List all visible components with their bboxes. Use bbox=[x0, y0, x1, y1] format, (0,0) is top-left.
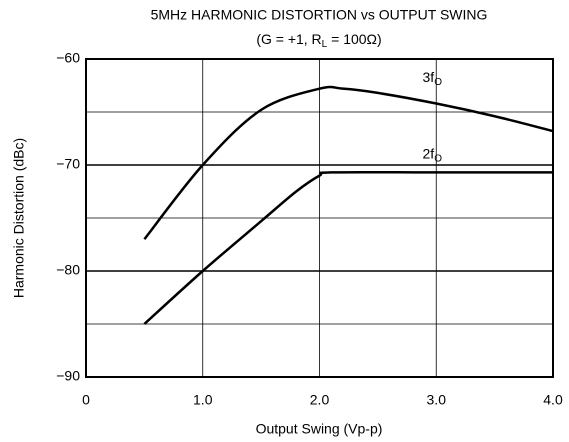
series-line bbox=[143, 85, 554, 240]
chart-subtitle: (G = +1, RL = 100Ω) bbox=[256, 31, 381, 50]
y-tick-label: −70 bbox=[56, 156, 80, 172]
x-tick-label: 2.0 bbox=[310, 392, 330, 408]
y-tick-label: −90 bbox=[56, 368, 80, 384]
series-line bbox=[143, 170, 553, 325]
x-tick-label: 1.0 bbox=[193, 392, 213, 408]
y-tick-label: −80 bbox=[56, 262, 80, 278]
series-label-sub: O bbox=[434, 153, 442, 164]
series-label-name: 2f bbox=[423, 145, 435, 161]
y-axis-label: Harmonic Distortion (dBc) bbox=[11, 138, 27, 298]
x-tick-label: 3.0 bbox=[427, 392, 447, 408]
x-tick-label: 0 bbox=[82, 392, 90, 408]
y-tick-label: −60 bbox=[56, 50, 80, 66]
x-tick-label: 4.0 bbox=[543, 392, 563, 408]
series-label: 3fO bbox=[423, 69, 443, 88]
series-label: 2fO bbox=[423, 145, 443, 164]
plot-frame bbox=[85, 58, 554, 378]
series-label-name: 3f bbox=[423, 69, 435, 85]
x-axis-label: Output Swing (Vp-p) bbox=[256, 421, 383, 437]
series-label-sub: O bbox=[434, 77, 442, 88]
chart-title: 5MHz HARMONIC DISTORTION vs OUTPUT SWING bbox=[151, 7, 488, 23]
